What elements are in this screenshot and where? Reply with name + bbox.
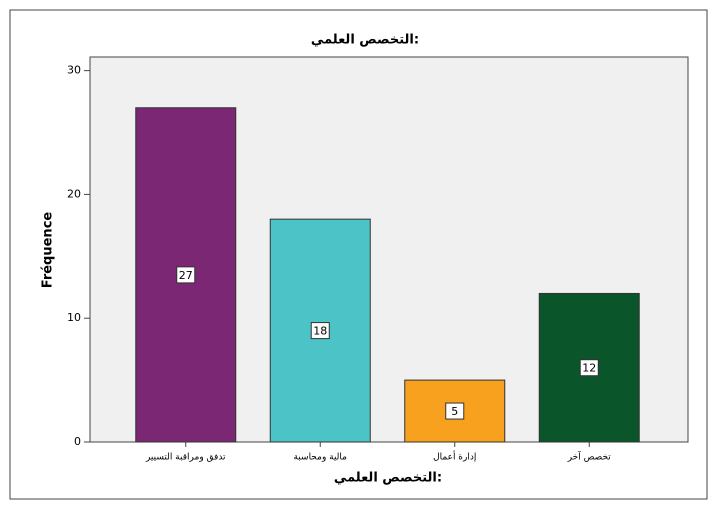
value-label-box	[445, 402, 465, 420]
x-tick-label: مالية ومحاسبة	[293, 453, 347, 463]
value-label: 5	[451, 405, 458, 418]
value-label: 27	[179, 269, 193, 282]
y-axis-title: Fréquence	[41, 212, 56, 289]
value-label: 12	[582, 362, 596, 375]
y-tick-label: 20	[67, 187, 81, 200]
y-tick-label: 0	[74, 435, 81, 448]
chart-title: التخصص العلمي:	[311, 33, 419, 48]
x-tick-label: إدارة أعمال	[433, 451, 476, 463]
value-label-box	[310, 322, 330, 340]
x-tick-label: تدفق ومراقبة التسيير	[145, 453, 226, 463]
x-tick-label: تخصص آخر	[567, 451, 612, 463]
value-label-box	[579, 359, 599, 377]
value-label: 18	[313, 325, 327, 338]
y-tick-label: 10	[67, 311, 81, 324]
value-label-box	[176, 266, 196, 284]
x-axis-title: التخصص العلمي:	[334, 471, 442, 486]
y-tick-label: 30	[67, 64, 81, 77]
